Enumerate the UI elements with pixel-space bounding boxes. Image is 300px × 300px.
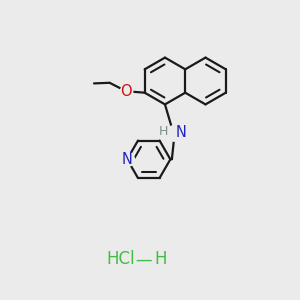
Text: —: — xyxy=(135,250,152,268)
Text: HCl: HCl xyxy=(106,250,135,268)
Text: H: H xyxy=(154,250,167,268)
Text: N: N xyxy=(176,125,187,140)
Text: O: O xyxy=(120,84,132,99)
Text: N: N xyxy=(122,152,133,167)
Text: H: H xyxy=(159,125,168,138)
